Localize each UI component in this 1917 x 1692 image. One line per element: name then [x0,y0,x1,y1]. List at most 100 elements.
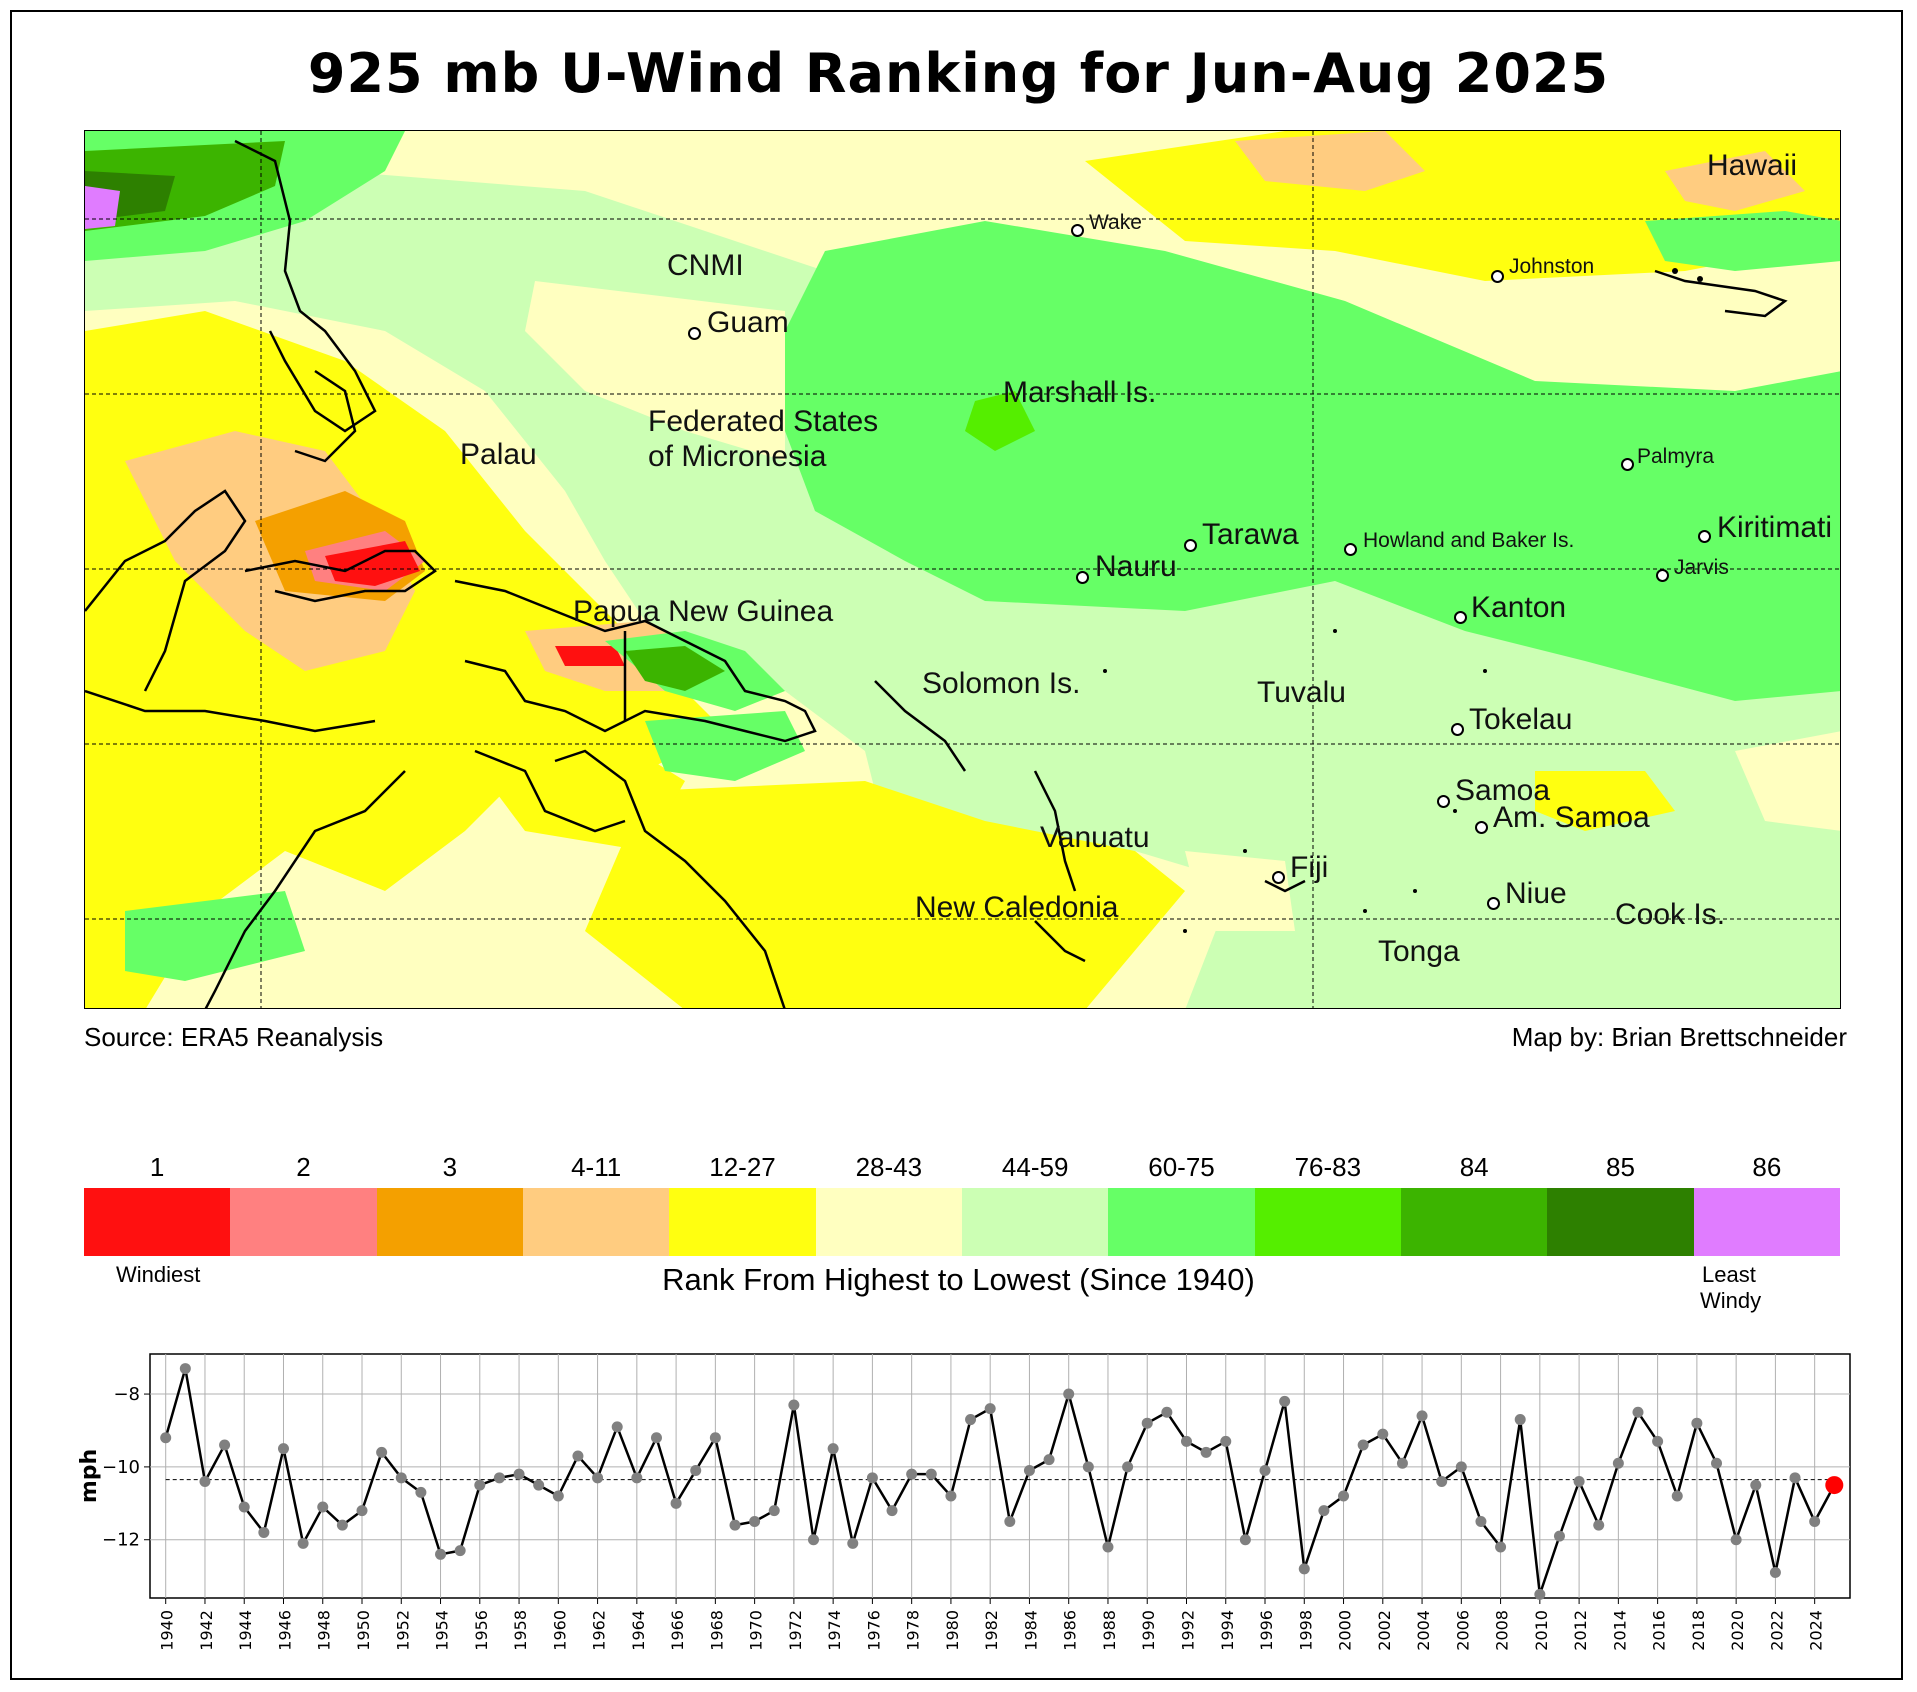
legend-label-9: 84 [1459,1152,1489,1182]
legend-swatch-11 [1693,1188,1840,1256]
kiritimati-marker [1698,530,1711,543]
x-tick-label: 1978 [904,1610,923,1651]
guam-marker [688,327,701,340]
x-tick-label: 2016 [1650,1610,1669,1651]
data-point [1553,1530,1565,1542]
data-point [1122,1461,1134,1473]
label-cnmi: CNMI [667,249,744,282]
y-tick-label: −8 [113,1384,140,1405]
fiji-marker [1272,871,1285,884]
legend-label-5: 28-43 [855,1152,923,1182]
data-point [1475,1516,1487,1528]
y-tick-label: −10 [102,1457,140,1478]
source-credit: Source: ERA5 Reanalysis [84,1022,384,1052]
label-hawaii: Hawaii [1707,149,1798,182]
samoa-marker [1437,795,1450,808]
legend-label-0: 1 [149,1152,165,1182]
map-shading [85,131,1840,1008]
data-point [709,1432,721,1444]
tarawa-marker [1184,539,1197,552]
data-point [1180,1435,1192,1447]
data-point [552,1490,564,1502]
data-point [984,1403,996,1415]
x-tick-label: 2000 [1336,1610,1355,1651]
x-tick-label: 1950 [354,1610,373,1651]
data-point [1023,1465,1035,1477]
x-tick-label: 2022 [1767,1610,1786,1651]
data-point [1632,1406,1644,1418]
data-point [1220,1435,1232,1447]
data-point [1377,1428,1389,1440]
x-tick-label: 1948 [315,1610,334,1651]
label-howland: Howland and Baker Is. [1363,529,1575,552]
data-point [1436,1475,1448,1487]
data-point [1769,1567,1781,1579]
x-tick-label: 2002 [1375,1610,1394,1651]
x-tick-label: 2014 [1610,1610,1629,1651]
data-point [788,1399,800,1411]
label-jarvis: Jarvis [1674,556,1729,579]
data-point [906,1468,918,1480]
label-johnston: Johnston [1509,255,1595,278]
x-tick-label: 2018 [1689,1610,1708,1651]
author-credit: Map by: Brian Brettschneider [1511,1022,1847,1052]
x-tick-label: 1982 [982,1610,1001,1651]
legend-label-3: 4-11 [571,1152,622,1182]
data-point [219,1439,231,1451]
legend-swatch-9 [1400,1188,1548,1256]
legend-label-7: 60-75 [1148,1152,1215,1182]
legend-swatch-6 [961,1188,1109,1256]
legend-swatch-2 [376,1188,523,1256]
data-point [1495,1541,1507,1553]
data-point [768,1505,780,1517]
x-tick-label: 2006 [1453,1610,1472,1651]
x-tick-label: 1980 [943,1610,962,1651]
data-point [965,1414,977,1426]
label-solomon: Solomon Is. [922,667,1081,700]
x-tick-label: 1994 [1218,1610,1237,1651]
legend-swatch-3 [522,1188,670,1256]
data-point [670,1497,682,1509]
label-cook: Cook Is. [1615,898,1726,931]
data-point [160,1432,172,1444]
x-tick-label: 1960 [550,1610,569,1651]
y-tick-label: −12 [102,1530,140,1551]
x-tick-label: 1954 [433,1610,452,1651]
data-point [1671,1490,1683,1502]
johnston-marker [1491,270,1504,283]
data-point [435,1548,447,1560]
data-point [1652,1435,1664,1447]
amsamoa-marker [1475,821,1488,834]
x-tick-label: 1996 [1257,1610,1276,1651]
highlight-point [1825,1476,1844,1495]
label-tuvalu: Tuvalu [1257,676,1346,709]
x-tick-label: 1974 [825,1610,844,1651]
data-point [1239,1534,1251,1546]
label-wake: Wake [1089,211,1142,234]
legend-label-1: 2 [296,1152,311,1182]
legend-swatch-4 [669,1188,816,1256]
x-tick-label: 1972 [786,1610,805,1651]
data-point [376,1446,388,1458]
data-point [1102,1541,1114,1553]
data-point [1141,1417,1153,1429]
data-point [749,1516,761,1528]
data-point [199,1475,211,1487]
data-point [690,1465,702,1477]
palmyra-marker [1621,458,1634,471]
label-nauru: Nauru [1095,550,1177,583]
legend-label-6: 44-59 [1001,1152,1069,1182]
data-point [1416,1410,1428,1422]
data-point [1750,1479,1762,1491]
x-tick-label: 1968 [707,1610,726,1651]
x-tick-label: 1962 [590,1610,609,1651]
data-point [297,1537,309,1549]
legend-swatch-5 [815,1188,962,1256]
data-point [1357,1439,1369,1451]
data-point [1730,1534,1742,1546]
label-tonga: Tonga [1378,935,1460,968]
data-point [808,1534,820,1546]
data-point [395,1472,407,1484]
label-niue: Niue [1505,877,1567,910]
data-point [1004,1516,1016,1528]
